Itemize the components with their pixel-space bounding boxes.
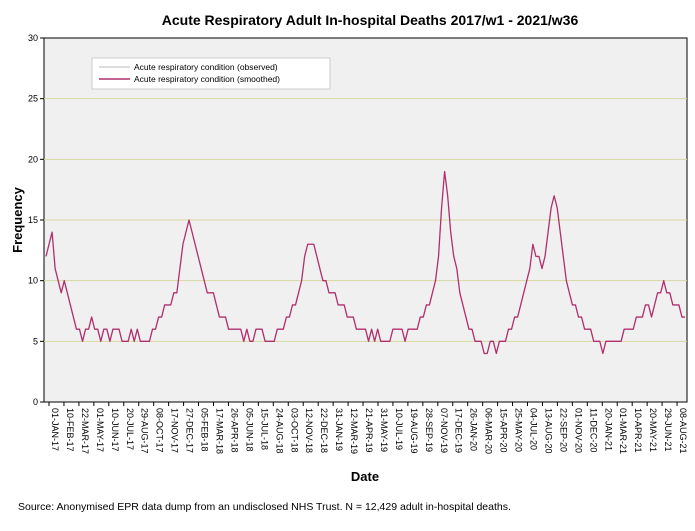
x-tick-label: 20-JAN-21: [603, 408, 613, 451]
x-tick-label: 17-MAR-18: [214, 408, 224, 454]
x-tick-label: 05-FEB-18: [200, 408, 210, 452]
x-tick-label: 26-JAN-20: [469, 408, 479, 451]
x-tick-label: 29-JUN-21: [663, 408, 673, 452]
y-axis-label: Frequency: [10, 186, 25, 253]
gridlines: [44, 98, 687, 342]
x-tick-label: 07-NOV-19: [439, 408, 449, 453]
series-smoothed-line: [45, 170, 685, 355]
x-tick-label: 08-OCT-17: [155, 408, 165, 453]
x-tick-label: 08-AUG-21: [678, 408, 688, 454]
x-tick-label: 28-SEP-19: [424, 408, 434, 452]
y-tick-label: 25: [28, 94, 38, 104]
x-tick-label: 22-SEP-20: [558, 408, 568, 452]
y-tick-label: 0: [33, 397, 38, 407]
x-tick-label: 29-AUG-17: [140, 408, 150, 454]
x-tick-label: 25-MAY-20: [514, 408, 524, 452]
legend-box: [91, 57, 331, 90]
y-axis: 0 5 10 15 20 25 30: [28, 33, 44, 407]
line-chart: 0 5 10 15 20 25 30 01-JAN-17 10-FEB-17 22-MAR-17…: [10, 12, 688, 484]
x-tick-label: 22-DEC-18: [319, 408, 329, 453]
y-tick-label: 20: [28, 154, 38, 164]
x-tick-label: 04-JUL-20: [529, 408, 539, 450]
x-tick-label: 22-MAR-17: [80, 408, 90, 454]
x-tick-label: 31-MAY-19: [379, 408, 389, 452]
chart-title: Acute Respiratory Adult In-hospital Deat…: [162, 12, 579, 28]
x-tick-label: 20-JUL-17: [125, 408, 135, 450]
x-tick-label: 01-MAR-21: [618, 408, 628, 454]
x-tick-label: 10-APR-21: [633, 408, 643, 453]
y-tick-label: 30: [28, 33, 38, 43]
x-axis: 01-JAN-17 10-FEB-17 22-MAR-17 01-MAY-17 10-J…: [48, 402, 688, 454]
x-tick-label: 20-MAY-21: [648, 408, 658, 452]
x-tick-label: 24-AUG-18: [274, 408, 284, 454]
x-tick-label: 01-JAN-17: [50, 408, 60, 451]
y-tick-label: 15: [28, 215, 38, 225]
x-tick-label: 10-FEB-17: [65, 408, 75, 452]
y-tick-label: 10: [28, 276, 38, 286]
x-tick-label: 05-JUN-18: [244, 408, 254, 452]
legend-label-smoothed: Acute respiratory condition (smoothed): [134, 74, 280, 84]
x-tick-label: 01-MAY-17: [95, 408, 105, 452]
x-tick-label: 19-AUG-19: [409, 408, 419, 454]
x-tick-label: 10-JUN-17: [110, 408, 120, 452]
x-tick-label: 21-APR-19: [364, 408, 374, 453]
x-tick-label: 26-APR-18: [229, 408, 239, 453]
series-layer: [45, 170, 685, 355]
x-tick-label: 03-OCT-18: [289, 408, 299, 453]
x-tick-label: 27-DEC-17: [185, 408, 195, 453]
legend-label-observed: Acute respiratory condition (observed): [134, 62, 278, 72]
x-tick-label: 31-JAN-19: [334, 408, 344, 451]
x-tick-label: 12-NOV-18: [304, 408, 314, 453]
x-tick-label: 12-MAR-19: [349, 408, 359, 454]
x-tick-label: 15-APR-20: [499, 408, 509, 453]
x-tick-label: 10-JUL-19: [394, 408, 404, 450]
x-axis-label: Date: [351, 469, 379, 484]
x-tick-label: 13-AUG-20: [543, 408, 553, 454]
x-tick-label: 17-NOV-17: [170, 408, 180, 453]
y-tick-label: 5: [33, 336, 38, 346]
x-tick-label: 11-DEC-20: [588, 408, 598, 452]
x-tick-label: 06-MAR-20: [484, 408, 494, 454]
x-tick-label: 01-NOV-20: [573, 408, 583, 453]
source-note: Source: Anonymised EPR data dump from an…: [18, 501, 511, 513]
x-tick-label: 15-JUL-18: [259, 408, 269, 450]
x-tick-label: 17-DEC-19: [454, 408, 464, 453]
legend: Acute respiratory condition (observed) A…: [91, 57, 331, 90]
